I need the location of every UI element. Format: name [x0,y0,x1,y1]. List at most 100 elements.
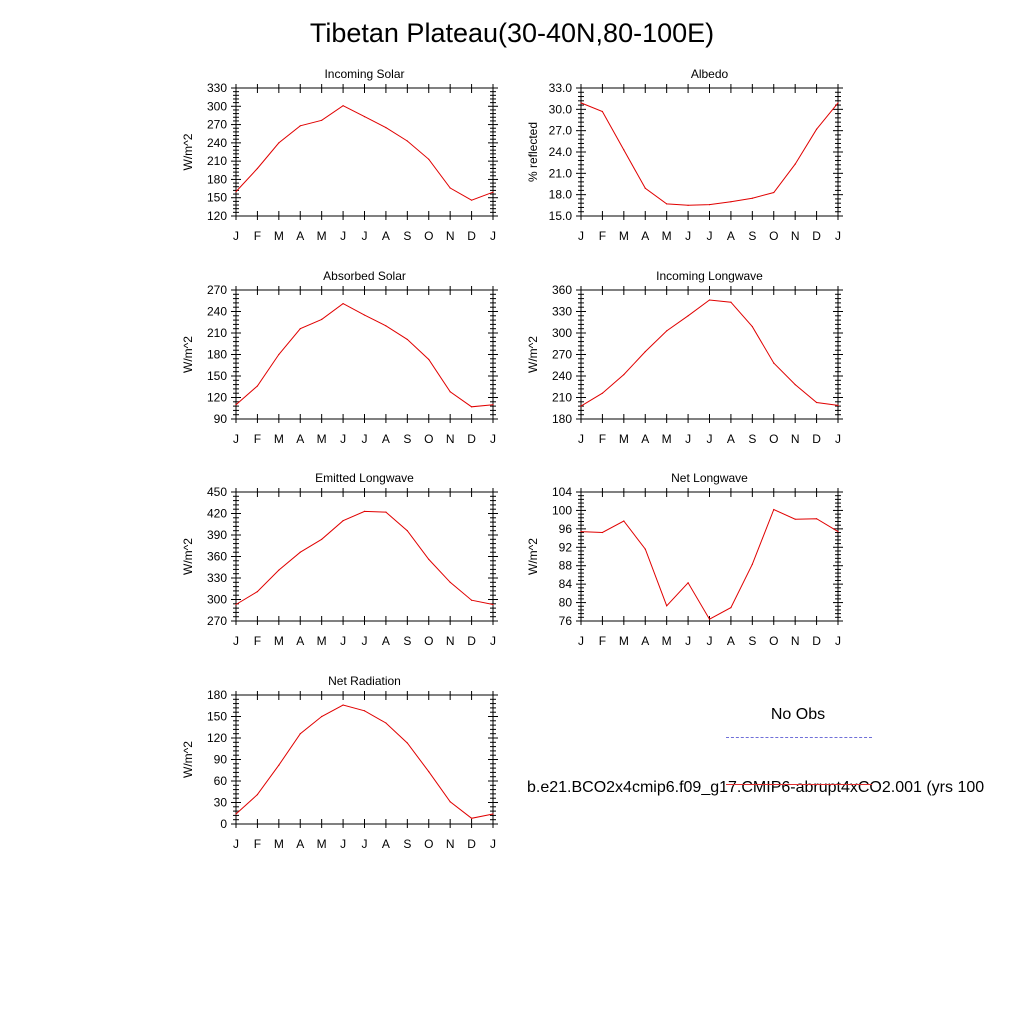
data-point [385,127,387,129]
series-line [580,299,839,407]
x-tick-label: F [254,432,261,446]
x-tick-label: D [812,634,821,648]
data-point [580,405,582,407]
y-tick-label: 60 [214,774,228,788]
x-tick-label: D [467,229,476,243]
data-point [773,362,775,364]
x-tick-label: J [233,432,239,446]
y-tick-label: 24.0 [549,145,573,159]
x-tick-label: F [254,634,261,648]
x-tick-label: A [727,229,735,243]
data-point [278,353,280,356]
x-tick-label: N [791,229,800,243]
data-point [342,704,344,706]
x-tick-label: M [317,837,327,851]
data-point [837,404,839,406]
plot-frame [235,289,494,420]
y-tick-label: 270 [552,348,572,362]
x-tick-label: J [340,229,346,243]
y-tick-label: 90 [214,412,228,426]
chart-title: Absorbed Solar [323,269,406,283]
data-point [492,603,494,606]
data-point [428,771,430,773]
x-tick-label: O [769,634,778,648]
plot-frame [580,87,839,217]
data-point [406,140,408,142]
series-line [580,508,839,620]
data-point [363,510,366,512]
x-tick-label: M [274,837,284,851]
x-tick-label: S [403,634,411,648]
data-point [623,520,625,522]
x-tick-label: S [748,634,756,648]
y-tick-label: 80 [559,596,573,610]
x-tick-label: A [382,634,390,648]
x-tick-label: M [274,432,284,446]
x-tick-label: D [812,229,821,243]
plot-frame [580,491,839,622]
x-tick-label: J [835,229,841,243]
y-tick-label: 150 [207,191,227,205]
legend-model-line [726,784,872,785]
data-point [623,149,625,151]
x-tick-label: A [382,229,390,243]
data-point [256,591,259,593]
y-tick-label: 330 [207,571,227,585]
series-line [580,102,839,206]
y-axis-label: W/m^2 [526,336,540,373]
y-tick-label: 360 [207,550,227,564]
y-tick-label: 21.0 [549,166,573,180]
x-tick-label: N [446,432,455,446]
x-tick-label: A [727,432,735,446]
legend-obs-label: No Obs [770,706,826,723]
data-point [449,187,451,189]
data-point [235,603,237,606]
data-point [751,197,753,199]
y-tick-label: 15.0 [549,209,573,223]
x-tick-label: A [296,432,304,446]
x-tick-label: J [362,837,368,851]
x-tick-label: M [274,229,284,243]
data-point [449,581,451,583]
x-tick-label: M [662,229,672,243]
data-point [492,191,494,193]
data-point [794,384,796,386]
x-tick-label: J [578,432,584,446]
data-point [235,813,237,815]
y-tick-label: 300 [552,326,572,340]
chart-panel: J F M A M J J A S O N D J90120150180210240270Absorbe… [181,269,498,446]
y-tick-label: 104 [552,485,572,499]
x-tick-label: J [707,229,713,243]
plot-frame [235,87,494,217]
data-point [730,607,732,609]
x-tick-label: M [317,229,327,243]
x-tick-label: D [467,634,476,648]
chart-title: Incoming Solar [324,67,404,81]
data-point [428,358,430,361]
y-tick-label: 120 [207,391,227,405]
data-point [815,128,818,130]
x-tick-label: N [446,229,455,243]
y-tick-label: 76 [559,614,573,628]
data-point [470,199,473,201]
chart-panel: J F M A M J J A S O N D J15.018.021.024.027.030.033.… [526,67,843,243]
series-line [235,510,494,605]
y-tick-label: 180 [207,348,227,362]
x-tick-label: J [362,229,368,243]
y-tick-label: 150 [207,369,227,383]
y-tick-label: 270 [207,283,227,297]
y-tick-label: 30 [214,796,228,810]
data-point [363,314,366,316]
data-point [278,569,280,571]
data-point [342,303,344,305]
y-tick-label: 330 [207,81,227,95]
y-tick-label: 88 [559,559,573,573]
x-tick-label: S [403,837,411,851]
x-tick-label: F [254,229,261,243]
data-point [815,518,818,520]
data-point [666,203,668,205]
data-point [601,110,604,113]
chart-panel: J F M A M J J A S O N D J270300330360390420450Emitte… [181,471,498,648]
